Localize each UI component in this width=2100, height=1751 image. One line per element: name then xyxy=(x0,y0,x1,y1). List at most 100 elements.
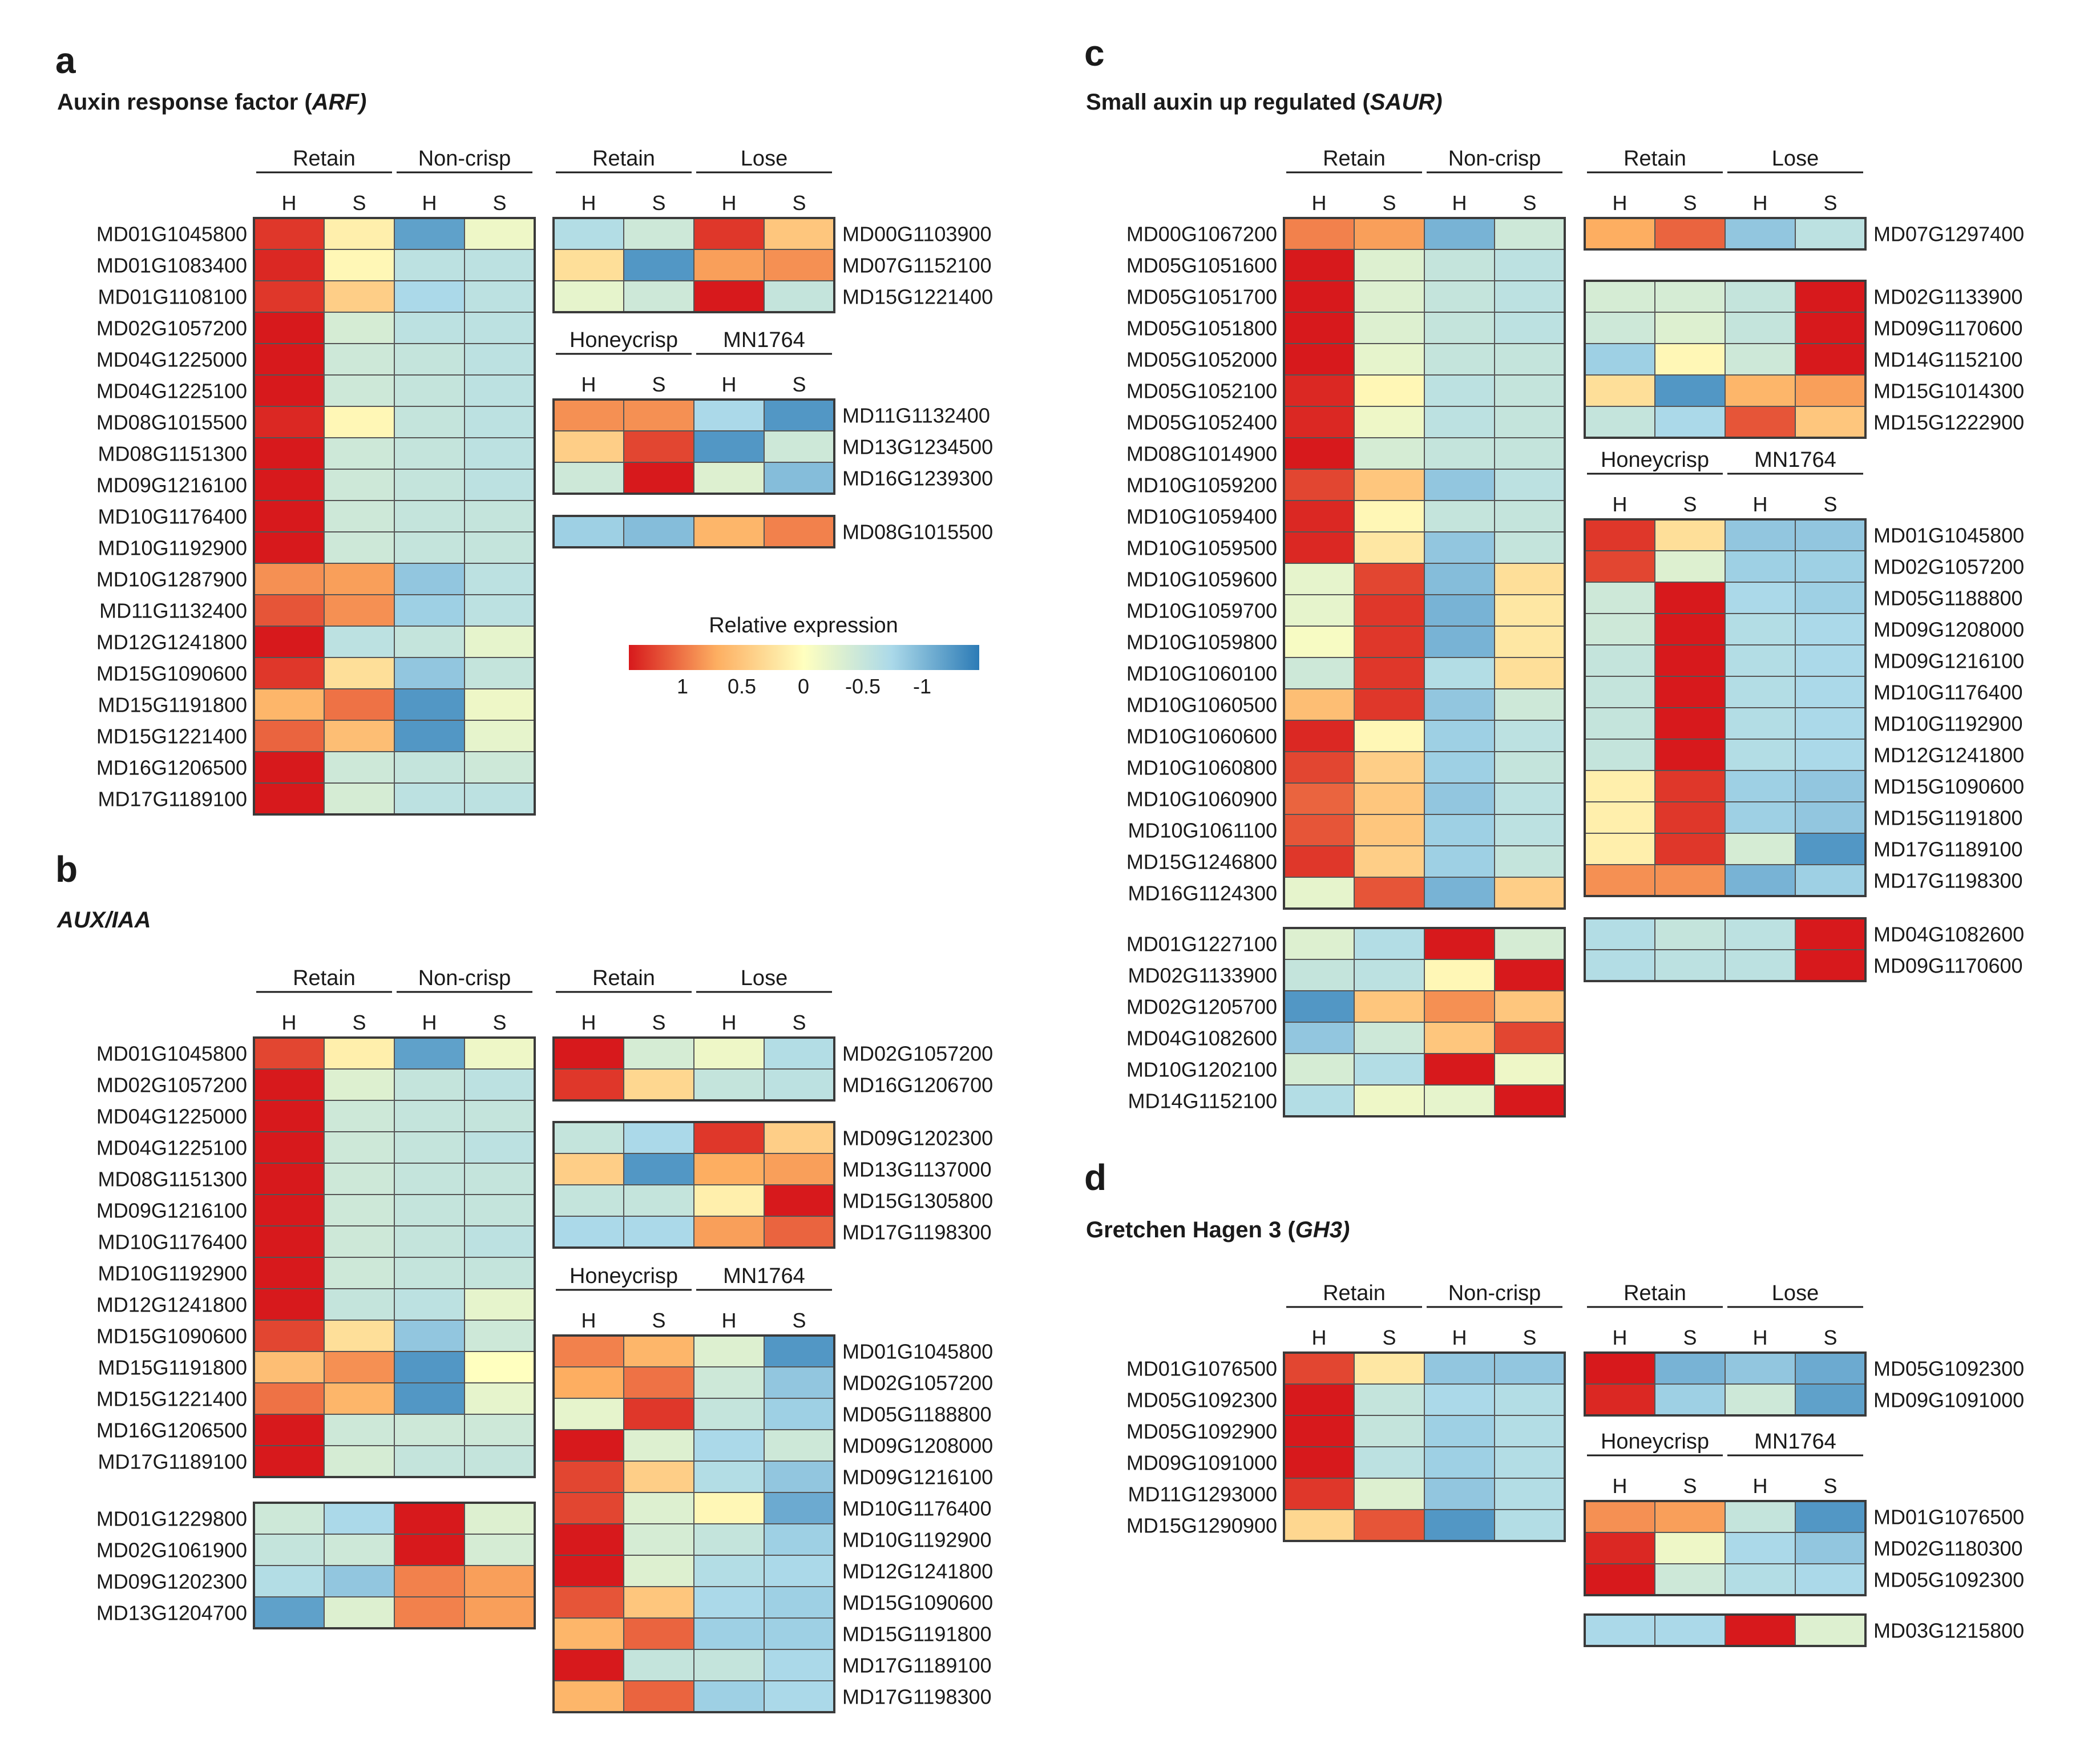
legend-tick: 0 xyxy=(798,675,809,698)
heatmap-cell xyxy=(1424,374,1495,407)
heatmap-block: Retain Non-crisp H S H S MD01G1076500 MD05G1092… xyxy=(1126,1281,1566,1542)
heatmap-cell xyxy=(1795,1614,1866,1647)
gene-label: MD17G1198300 xyxy=(842,1221,992,1244)
gene-label: MD15G1191800 xyxy=(842,1623,992,1646)
heatmap-cell xyxy=(1283,626,1355,658)
heatmap-frame xyxy=(1584,1500,1867,1596)
heatmap-cell xyxy=(1654,1383,1726,1416)
column-label: S xyxy=(652,1011,665,1034)
heatmap-cell xyxy=(324,1596,395,1629)
heatmap-cell xyxy=(553,1121,624,1154)
heatmap-cell xyxy=(394,469,465,501)
heatmap-cell xyxy=(1283,1084,1355,1117)
heatmap-cell xyxy=(324,500,395,532)
gene-label: MD09G1170600 xyxy=(1873,954,2023,978)
column-label: H xyxy=(422,1011,437,1034)
gene-label: MD09G1216100 xyxy=(1873,649,2024,673)
heatmap-cell xyxy=(324,406,395,438)
heatmap-cell xyxy=(1584,644,1655,677)
heatmap-cell xyxy=(464,343,535,376)
gene-label: MD09G1208000 xyxy=(1873,618,2024,642)
heatmap-cell xyxy=(1354,343,1425,376)
heatmap-cell xyxy=(1494,720,1565,752)
heatmap-cell xyxy=(1795,1383,1866,1416)
heatmap-cell xyxy=(394,563,465,595)
column-label: S xyxy=(1683,493,1697,516)
heatmap-cell xyxy=(394,437,465,470)
heatmap-cell xyxy=(1283,1478,1355,1510)
heatmap-cell xyxy=(764,280,835,313)
heatmap-cell xyxy=(623,249,694,281)
column-label: H xyxy=(1452,191,1467,215)
heatmap-cell xyxy=(253,657,325,689)
heatmap-cell xyxy=(253,1257,325,1289)
heatmap-cell xyxy=(1584,406,1655,438)
heatmap-cell xyxy=(464,1414,535,1446)
heatmap-cell xyxy=(1283,782,1355,815)
gene-label: MD02G1057200 xyxy=(842,1371,993,1395)
heatmap-cell xyxy=(623,1037,694,1070)
heatmap-cell xyxy=(394,626,465,658)
gene-label: MD08G1014900 xyxy=(1126,442,1277,466)
heatmap-block: Retain Non-crisp H S H S MD00G1067200 MD05G1051… xyxy=(1126,147,1566,910)
gene-label: MD05G1051700 xyxy=(1126,285,1277,309)
gene-label: MD10G1192900 xyxy=(1873,712,2023,736)
heatmap-cell xyxy=(1654,343,1726,376)
group-header: Lose xyxy=(1772,1281,1819,1305)
column-label: H xyxy=(722,373,737,396)
gene-label: MD15G1191800 xyxy=(98,1356,247,1379)
heatmap-cell xyxy=(693,1153,765,1185)
heatmap-cell xyxy=(1584,1532,1655,1564)
column-label: S xyxy=(1522,191,1536,215)
heatmap-cell xyxy=(1354,688,1425,721)
gene-label: MD01G1227100 xyxy=(1126,933,1277,956)
heatmap-cell xyxy=(464,1131,535,1164)
gene-label: MD17G1189100 xyxy=(842,1654,992,1677)
heatmap-frame xyxy=(1283,217,1566,910)
heatmap-cell xyxy=(764,1216,835,1248)
heatmap-cell xyxy=(1283,217,1355,250)
heatmap-cell xyxy=(623,1429,694,1462)
heatmap-cell xyxy=(1354,720,1425,752)
heatmap-cell xyxy=(394,1225,465,1258)
gene-label: MD01G1108100 xyxy=(98,285,247,309)
heatmap-cell xyxy=(1354,469,1425,501)
heatmap-block: Retain Non-crisp H S H S MD01G1045800 MD01G1083… xyxy=(96,147,536,816)
heatmap-cell xyxy=(1494,1352,1565,1385)
heatmap-cell xyxy=(1424,1509,1495,1542)
heatmap-cell xyxy=(394,1100,465,1132)
heatmap-cell xyxy=(324,437,395,470)
gene-label: MD05G1051800 xyxy=(1126,317,1277,340)
panel-c-title: Small auxin up regulated (SAUR) xyxy=(1086,90,1443,115)
heatmap-cell xyxy=(253,720,325,752)
heatmap-cell xyxy=(394,1596,465,1629)
heatmap-cell xyxy=(1424,312,1495,344)
heatmap-cell xyxy=(1654,582,1726,614)
heatmap-cell xyxy=(1424,626,1495,658)
heatmap-cell xyxy=(324,280,395,313)
column-label: H xyxy=(1452,1326,1467,1349)
column-label: S xyxy=(1683,191,1697,215)
heatmap-cell xyxy=(1494,1509,1565,1542)
heatmap-cell xyxy=(1654,1614,1726,1647)
heatmap-cell xyxy=(1283,959,1355,991)
heatmap-cell xyxy=(1494,217,1565,250)
heatmap-cell xyxy=(1725,770,1796,802)
heatmap-cell xyxy=(1494,280,1565,313)
heatmap-cell xyxy=(1424,1383,1495,1416)
gene-label: MD08G1151300 xyxy=(98,442,247,466)
heatmap-cell xyxy=(324,782,395,815)
heatmap-cell xyxy=(764,1153,835,1185)
heatmap-cell xyxy=(764,1555,835,1587)
heatmap-cell xyxy=(1354,1352,1425,1385)
heatmap-cell xyxy=(324,1414,395,1446)
heatmap-cell xyxy=(1654,770,1726,802)
heatmap-cell xyxy=(1725,644,1796,677)
heatmap-cell xyxy=(1494,563,1565,595)
heatmap-cell xyxy=(1424,406,1495,438)
gene-label: MD10G1059400 xyxy=(1126,505,1277,528)
heatmap-cell xyxy=(553,1555,624,1587)
heatmap-cell xyxy=(464,1194,535,1226)
